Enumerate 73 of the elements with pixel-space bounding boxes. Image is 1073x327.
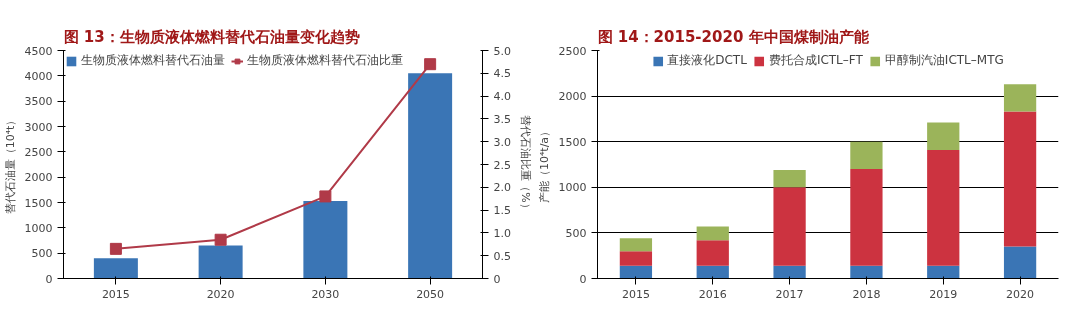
- bar: [927, 122, 960, 150]
- y-tick-label: 0: [579, 272, 587, 286]
- y-tick-label: 3500: [24, 95, 53, 109]
- y2-tick-label: 0: [493, 272, 501, 286]
- x-tick-label: 2015: [621, 287, 650, 301]
- legend-label: 费托合成ICTL–FT: [768, 52, 863, 69]
- y2-tick-label: 3.0: [493, 135, 511, 149]
- bar: [408, 73, 453, 279]
- x-tick-label: 2017: [775, 287, 804, 301]
- x-tick-label: 2050: [416, 287, 445, 301]
- bar: [773, 169, 806, 188]
- bar: [619, 251, 653, 266]
- y2-tick-label: 4.5: [493, 67, 511, 81]
- y2-tick-label: 5.0: [493, 44, 511, 58]
- y-tick-label: 500: [565, 226, 587, 240]
- y2-axis-title: 替代石油比重（%）: [518, 115, 532, 214]
- x-tick-label: 2016: [698, 287, 727, 301]
- y-tick-label: 4000: [24, 69, 53, 83]
- y-tick-label: 1500: [558, 135, 587, 149]
- y-tick-label: 1000: [558, 181, 587, 195]
- y-tick-label: 2500: [558, 44, 587, 58]
- point: [424, 58, 437, 71]
- bar: [198, 245, 243, 279]
- legend-label: 甲醇制汽油ICTL–MTG: [884, 52, 1004, 69]
- x-tick-label: 2018: [852, 287, 881, 301]
- bar: [773, 265, 806, 279]
- x-tick-label: 2015: [101, 287, 130, 301]
- y-tick-label: 1000: [24, 221, 53, 235]
- y2-tick-label: 2.5: [493, 158, 511, 172]
- chart-title: 图 14：2015-2020 年中国煤制油产能: [597, 27, 870, 46]
- bar: [1003, 111, 1037, 247]
- legend-label: 生物质液体燃料替代石油比重: [247, 52, 403, 69]
- y-tick-label: 2000: [24, 171, 53, 185]
- bar: [850, 265, 883, 279]
- bar: [1003, 246, 1037, 279]
- y2-tick-label: 0.5: [493, 249, 511, 263]
- bar: [850, 169, 883, 266]
- y-tick-label: 2000: [558, 90, 587, 104]
- y-tick-label: 3000: [24, 120, 53, 134]
- bar: [696, 240, 729, 266]
- y2-tick-label: 2.0: [493, 181, 511, 195]
- point: [214, 233, 227, 246]
- point: [319, 190, 332, 203]
- bar: [303, 200, 348, 279]
- point: [109, 242, 122, 255]
- bar: [93, 258, 138, 279]
- x-tick-label: 2020: [206, 287, 235, 301]
- bar: [696, 265, 729, 279]
- bar: [927, 149, 960, 266]
- chart-title: 图 13：生物质液体燃料替代石油量变化趋势: [63, 27, 360, 46]
- y-tick-label: 4500: [24, 44, 53, 58]
- bar: [1003, 84, 1037, 112]
- bar: [619, 265, 653, 279]
- bar: [850, 141, 883, 170]
- legend-label: 直接液化DCTL: [667, 52, 747, 69]
- y-tick-label: 2500: [24, 145, 53, 159]
- legend-label: 生物质液体燃料替代石油量: [81, 52, 225, 69]
- y2-tick-label: 1.0: [493, 226, 511, 240]
- bar: [773, 187, 806, 266]
- bar: [696, 226, 729, 241]
- y-tick-label: 500: [31, 247, 53, 261]
- y-tick-label: 0: [45, 272, 53, 286]
- y-tick-label: 1500: [24, 196, 53, 210]
- y-axis-title: 产能（10⁴t/a）: [537, 125, 551, 204]
- y2-tick-label: 3.5: [493, 112, 511, 126]
- x-tick-label: 2019: [929, 287, 958, 301]
- y-axis-title: 替代石油量（10⁴t）: [3, 114, 17, 215]
- x-tick-label: 2030: [311, 287, 340, 301]
- x-tick-label: 2020: [1006, 287, 1035, 301]
- bar: [927, 265, 960, 279]
- y2-tick-label: 1.5: [493, 204, 511, 218]
- y2-tick-label: 4.0: [493, 90, 511, 104]
- bar: [619, 238, 653, 252]
